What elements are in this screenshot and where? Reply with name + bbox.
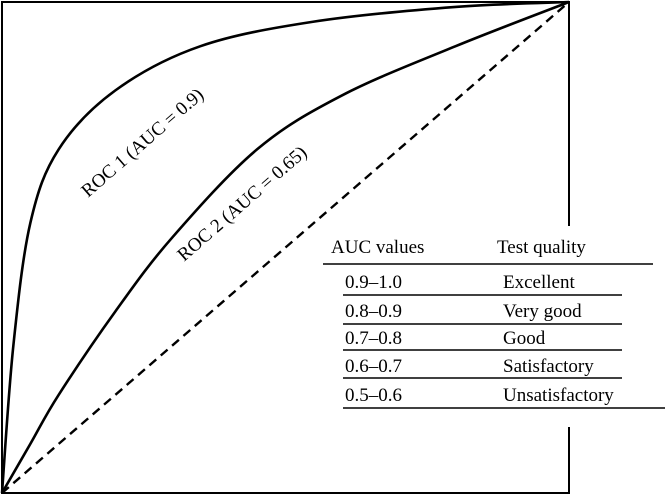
table-cell-auc: 0.7–0.8 — [345, 328, 402, 349]
roc1-label: ROC 1 (AUC = 0.9) — [78, 84, 209, 201]
table-cell-quality: Good — [503, 328, 546, 349]
table-cell-quality: Excellent — [503, 272, 575, 293]
roc2-curve — [0, 0, 570, 494]
table-cell-auc: 0.9–1.0 — [345, 272, 402, 293]
table-cell-auc: 0.8–0.9 — [345, 301, 402, 322]
table-cell-quality: Satisfactory — [503, 356, 594, 377]
auc-quality-table: AUC values Test quality 0.9–1.0 Excellen… — [323, 237, 665, 409]
table-cell-auc: 0.6–0.7 — [345, 356, 402, 377]
table-cell-quality: Unsatisfactory — [503, 385, 614, 406]
roc1-curve — [0, 0, 570, 494]
table-header-quality: Test quality — [497, 237, 586, 258]
table-header-auc: AUC values — [331, 237, 424, 258]
table-cell-auc: 0.5–0.6 — [345, 385, 402, 406]
chance-diagonal — [1, 1, 570, 494]
roc2-label: ROC 2 (AUC = 0.65) — [174, 142, 312, 266]
table-cell-quality: Very good — [503, 301, 582, 322]
